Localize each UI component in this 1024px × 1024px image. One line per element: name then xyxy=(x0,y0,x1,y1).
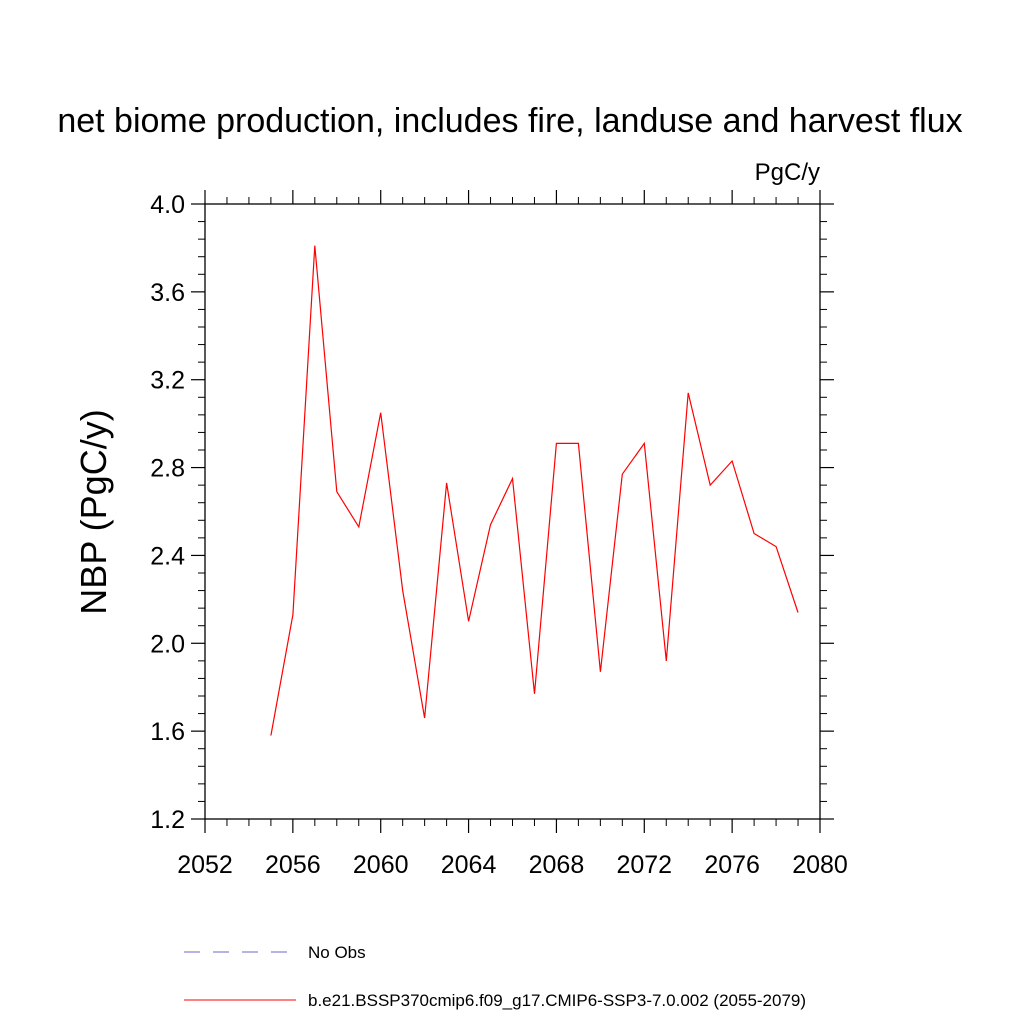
plot-frame xyxy=(204,203,821,820)
y-tick-label: 1.6 xyxy=(150,718,185,746)
series-line xyxy=(270,245,799,736)
y-tick-label: 2.0 xyxy=(150,630,185,658)
units-label: PgC/y xyxy=(755,159,820,186)
x-tick-label: 2068 xyxy=(529,851,585,879)
x-tick-label: 2052 xyxy=(177,851,233,879)
y-tick-label: 2.8 xyxy=(150,455,185,483)
chart-title: net biome production, includes fire, lan… xyxy=(57,102,962,140)
axis-ticks xyxy=(191,190,834,833)
y-tick-label: 3.6 xyxy=(150,279,185,307)
x-tick-label: 2072 xyxy=(616,851,672,879)
y-tick-label: 2.4 xyxy=(150,542,185,570)
x-tick-label: 2064 xyxy=(441,851,497,879)
x-tick-label: 2080 xyxy=(792,851,848,879)
y-tick-label: 1.2 xyxy=(150,806,185,834)
legend-label: b.e21.BSSP370cmip6.f09_g17.CMIP6-SSP3-7.… xyxy=(308,991,806,1010)
y-tick-label: 4.0 xyxy=(150,191,185,219)
x-tick-label: 2056 xyxy=(265,851,321,879)
x-tick-label: 2076 xyxy=(704,851,760,879)
x-tick-label: 2060 xyxy=(353,851,409,879)
axis-tick-labels: 2052 2056 2060 2064 2068 2072 2076 2080 1.2 1.6 2.… xyxy=(150,191,848,879)
legend: No Obs b.e21.BSSP370cmip6.f09_g17.CMIP6-S… xyxy=(184,943,806,1010)
legend-label: No Obs xyxy=(308,943,366,962)
y-tick-label: 3.2 xyxy=(150,367,185,395)
y-axis-label: NBP (PgC/y) xyxy=(73,409,114,614)
series-lines xyxy=(270,245,799,736)
